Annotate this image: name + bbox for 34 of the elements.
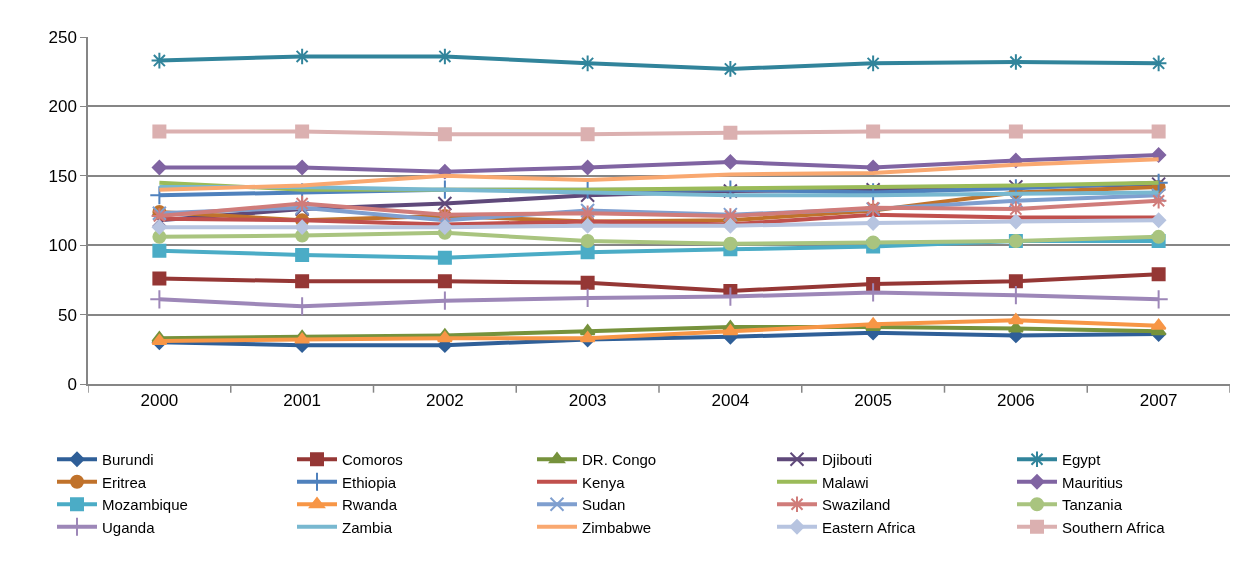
legend-label: Mauritius [1062, 473, 1123, 491]
legend-label: Zimbabwe [582, 518, 652, 536]
y-tick-label: 100 [48, 236, 77, 256]
legend-label: Uganda [102, 518, 156, 536]
legend-label: Eritrea [102, 473, 147, 491]
x-tick-label: 2002 [425, 391, 464, 411]
legend-label: Southern Africa [1062, 518, 1166, 536]
legend-label: Kenya [582, 473, 626, 491]
legend-label: Ethiopia [342, 473, 397, 491]
legend-label: Egypt [1062, 451, 1102, 469]
y-tick-label: 0 [67, 374, 77, 394]
legend-label: Comoros [342, 451, 403, 469]
x-tick-label: 2007 [1139, 391, 1178, 411]
x-tick-label: 2000 [140, 391, 179, 411]
x-tick-label: 2003 [568, 391, 607, 411]
legend-label: Sudan [582, 496, 626, 514]
legend-label: Rwanda [342, 496, 398, 514]
legend-label: Burundi [102, 451, 154, 469]
y-tick-label: 200 [48, 97, 77, 117]
legend-label: Eastern Africa [822, 518, 917, 536]
legend-label: Djibouti [822, 451, 873, 469]
legend-label: Tanzania [1062, 496, 1123, 514]
y-tick-label: 150 [48, 166, 77, 186]
x-tick-label: 2005 [854, 391, 893, 411]
legend-label: DR. Congo [582, 451, 657, 469]
legend-label: Malawi [822, 473, 869, 491]
x-tick-label: 2006 [996, 391, 1035, 411]
legend-label: Mozambique [102, 496, 188, 514]
x-tick-label: 2001 [283, 391, 322, 411]
y-tick-label: 250 [48, 27, 77, 47]
legend-label: Zambia [342, 518, 393, 536]
x-tick-label: 2004 [711, 391, 750, 411]
legend-label: Swaziland [822, 496, 891, 514]
y-tick-label: 50 [57, 305, 77, 325]
